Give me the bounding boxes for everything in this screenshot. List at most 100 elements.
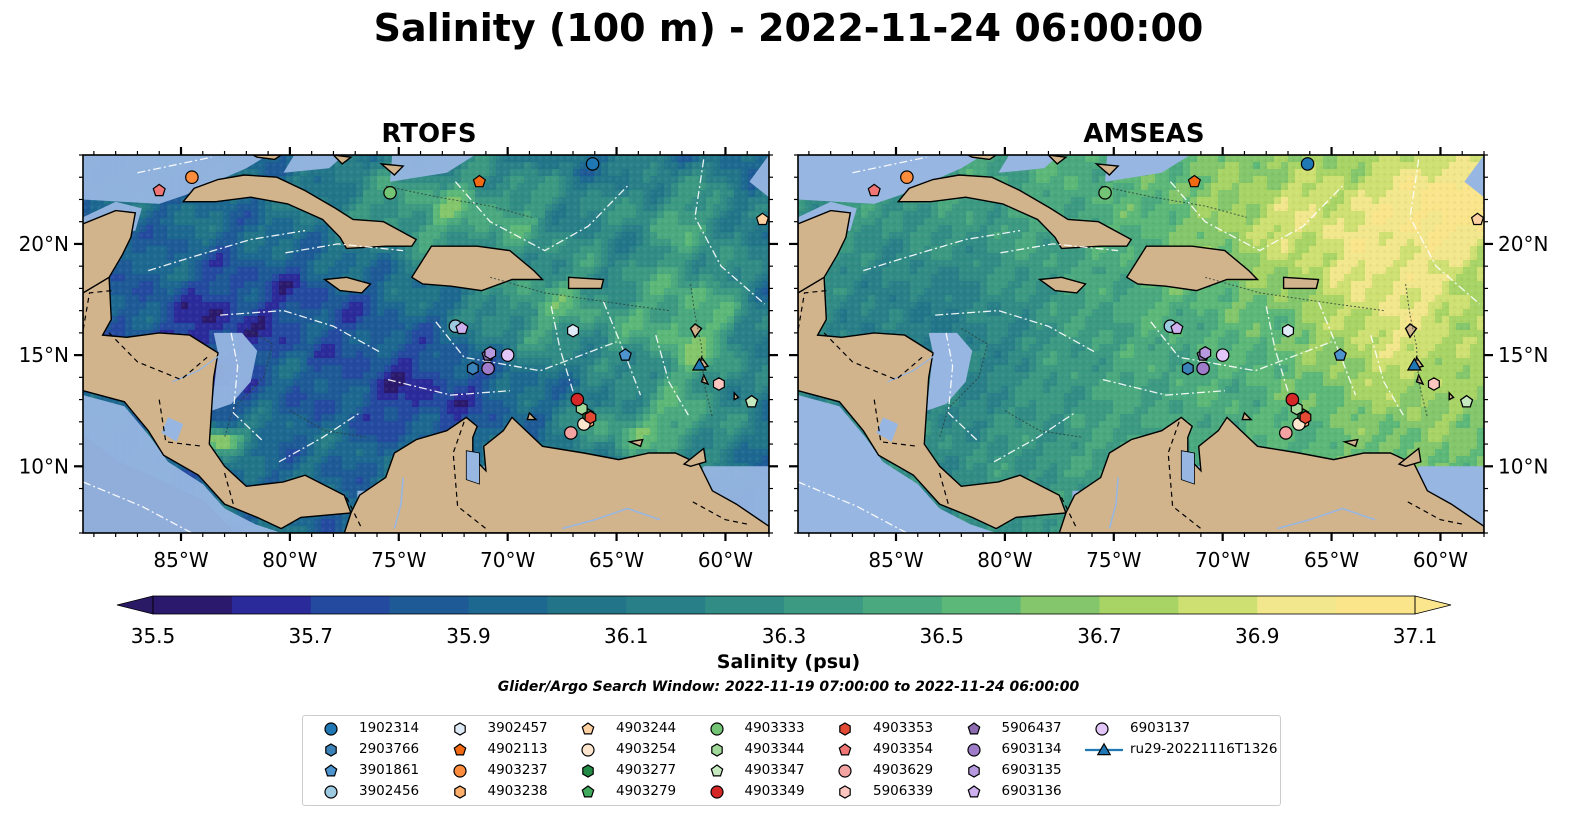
legend-label: 4903333 xyxy=(744,720,805,736)
colorbar-tick-label: 36.9 xyxy=(1235,624,1280,648)
marker-ru29-20221116T1326 xyxy=(691,357,707,371)
marker-4902113 xyxy=(1187,174,1202,188)
lon-tick-label: 60°W xyxy=(698,548,753,572)
marker-3902457 xyxy=(567,323,579,338)
marker-4903347 xyxy=(744,394,759,408)
marker-6903136 xyxy=(1170,321,1184,335)
land xyxy=(798,155,1484,533)
lon-tick-label: 85°W xyxy=(868,548,923,572)
land-southAmerica xyxy=(1058,416,1484,533)
land-margarita xyxy=(1342,438,1359,448)
colorbar-segment xyxy=(705,596,785,614)
eez-boundaries xyxy=(798,156,1481,533)
land-margarita xyxy=(627,438,644,448)
legend-item: 4903347 xyxy=(699,760,834,781)
legend-item: 4903238 xyxy=(442,781,577,802)
legend-label: 1902314 xyxy=(359,720,420,736)
legend-marker-circle-icon xyxy=(581,743,595,757)
marker-6903135 xyxy=(484,346,497,360)
legend-label: 4903353 xyxy=(873,720,934,736)
marker-3901861 xyxy=(618,348,632,361)
marker-4903347 xyxy=(1459,394,1474,408)
legend-marker-pentagon-icon xyxy=(967,722,980,735)
marker-4903237 xyxy=(185,170,199,185)
colorbar-tick-label: 36.7 xyxy=(1077,624,1122,648)
lon-tick-label: 75°W xyxy=(371,548,426,572)
colorbar-segment xyxy=(941,596,1022,614)
map-axes: 85°W 80°W 75°W 70°W 65°W 60°W 10°N 15°N 20°N xyxy=(789,147,1548,572)
land-lesser4 xyxy=(1448,391,1455,401)
land-hispaniola xyxy=(410,245,545,292)
colorbar-segment xyxy=(468,596,548,614)
lon-tick-label: 70°W xyxy=(480,548,535,572)
legend-label: 5906437 xyxy=(1001,720,1062,736)
marker-ru29-20221116T1326 xyxy=(1406,357,1422,371)
legend-label: 4903349 xyxy=(744,783,805,799)
colorbar-tick-label: 35.9 xyxy=(446,624,491,648)
legend-label: 2903766 xyxy=(359,741,420,757)
land-bahamas1 xyxy=(1047,155,1068,165)
colorbar-tick-label: 37.1 xyxy=(1393,624,1438,648)
land-trinidad xyxy=(682,447,707,468)
marker-2903766 xyxy=(466,361,479,376)
legend-marker-pentagon-icon xyxy=(324,764,338,777)
colorbar-segment xyxy=(153,596,233,614)
legend-item: 4903353 xyxy=(827,718,962,739)
legend-label: 4903347 xyxy=(744,762,805,778)
marker-4903349 xyxy=(1285,392,1300,407)
legend-item: 4903237 xyxy=(442,760,577,781)
land-lesser1 xyxy=(689,323,703,339)
legend-item: 4902113 xyxy=(442,739,577,760)
lat-tick-label: 20°N xyxy=(1498,232,1548,256)
colorbar-tick-label: 36.5 xyxy=(919,624,964,648)
platform-legend: 1902314 2903766 3901861 3902456 3902457 49021… xyxy=(302,715,1281,806)
panel-title-amseas: AMSEAS xyxy=(1083,119,1205,149)
marker-6903134 xyxy=(481,361,495,376)
legend-marker-hexagon-icon xyxy=(967,764,980,778)
land-jamaica xyxy=(322,276,372,294)
marker-6903134 xyxy=(1196,361,1210,376)
colorbar-segment xyxy=(310,596,391,614)
legend-label: ru29-20221116T1326 xyxy=(1130,741,1278,757)
legend-item: 3902457 xyxy=(442,718,577,739)
marker-3901861 xyxy=(1333,348,1347,361)
colorbar-segment xyxy=(1336,596,1416,614)
colorbar-segment xyxy=(547,596,627,614)
land-bahamas1 xyxy=(332,155,353,165)
country-borders xyxy=(83,290,748,530)
legend-item: 5906339 xyxy=(827,781,962,802)
salinity-colorbar: 35.5 35.7 35.9 36.1 36.3 36.5 36.7 36.9 37.1 xyxy=(116,595,1452,648)
legend-item: 6903137 xyxy=(1084,718,1219,739)
colorbar-extend-low xyxy=(116,595,154,615)
legend-label: 3902457 xyxy=(487,720,548,736)
isobath-contours xyxy=(939,185,1428,438)
legend-item: 4903244 xyxy=(570,718,705,739)
land-lesser4 xyxy=(733,391,740,401)
legend-marker-circle-icon xyxy=(324,722,338,736)
legend-marker-triangle-icon xyxy=(1085,742,1123,756)
colorbar-extend-high xyxy=(1414,595,1452,615)
marker-5906339 xyxy=(712,377,725,391)
marker-6903136 xyxy=(455,321,469,335)
panel-title-rtofs: RTOFS xyxy=(381,119,477,149)
search-window-text: Glider/Argo Search Window: 2022-11-19 07… xyxy=(497,679,1080,695)
rivers xyxy=(161,354,661,530)
colorbar-segment xyxy=(1178,596,1258,614)
lon-tick-label: 70°W xyxy=(1195,548,1250,572)
marker-4903629 xyxy=(1279,426,1293,440)
land-trinidad xyxy=(1397,447,1422,468)
legend-label: 4903354 xyxy=(873,741,934,757)
lon-tick-label: 85°W xyxy=(153,548,208,572)
isobath-contours xyxy=(224,185,713,438)
lat-tick-label: 15°N xyxy=(1498,343,1548,367)
legend-marker-circle-icon xyxy=(838,764,852,778)
lon-tick-label: 80°W xyxy=(977,548,1032,572)
marker-1902314 xyxy=(1300,157,1315,171)
legend-item: 4903354 xyxy=(827,739,962,760)
land-lesser3 xyxy=(1415,373,1425,386)
rtofs-map-panel: 85°W 80°W 75°W 70°W 65°W 60°W 10°N 15°N 20°N xyxy=(19,147,778,572)
map-frame xyxy=(797,154,1485,534)
map-axes: 85°W 80°W 75°W 70°W 65°W 60°W 10°N 15°N 20°N xyxy=(19,147,778,572)
legend-item: 3902456 xyxy=(313,781,448,802)
legend-item: 4903333 xyxy=(699,718,834,739)
